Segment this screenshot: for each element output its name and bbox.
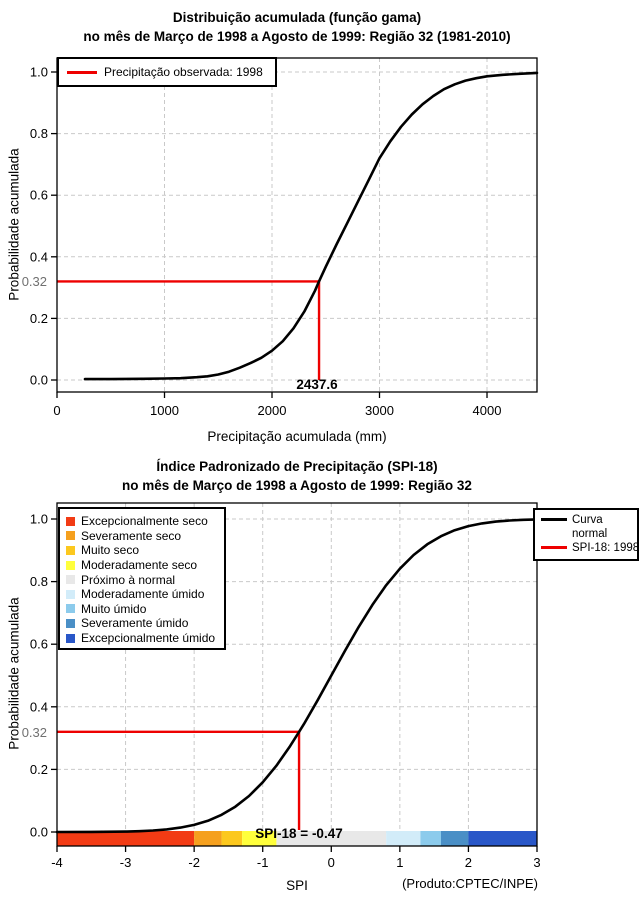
x-tick-label: 3 xyxy=(533,855,540,870)
category-label: Próximo à normal xyxy=(81,572,176,587)
colorbar-segment xyxy=(57,831,195,846)
legend-item: Muito seco xyxy=(66,543,222,558)
y-tick-label: 0.6 xyxy=(30,637,48,652)
category-swatch xyxy=(66,531,75,541)
category-swatch xyxy=(66,604,75,614)
chart1-y-axis-label: Probabilidade acumulada xyxy=(6,148,22,301)
spi-category-legend: Excepcionalmente seco Severamente seco Mui… xyxy=(58,507,226,650)
x-tick-label: 1000 xyxy=(150,403,179,418)
category-swatch xyxy=(66,589,75,599)
legend-item: Excepcionalmente úmido xyxy=(66,631,222,646)
chart2-probability-marker-label: 0.32 xyxy=(21,725,47,740)
category-label: Severamente seco xyxy=(81,528,182,543)
y-tick-label: 0.0 xyxy=(30,373,48,388)
chart1-title-line1: Distribuição acumulada (função gama) xyxy=(172,10,422,25)
y-tick-label: 0.4 xyxy=(30,699,48,714)
chart1-x-axis-label: Precipitação acumulada (mm) xyxy=(207,429,387,444)
chart1-legend: Precipitação observada: 1998 xyxy=(57,57,277,87)
plot-box xyxy=(56,57,538,393)
x-tick-label: 3000 xyxy=(365,403,394,418)
chart2-x-axis-label: SPI xyxy=(286,878,308,893)
chart2-y-axis-label: Probabilidade acumulada xyxy=(6,597,22,750)
chart1-legend-label: Precipitação observada: 1998 xyxy=(104,65,263,79)
chart2-title-line2: no mês de Março de 1998 a Agosto de 1999… xyxy=(122,478,472,493)
colorbar-segment xyxy=(194,831,222,846)
observed-precip-line-sample xyxy=(67,70,97,74)
category-label: Excepcionalmente seco xyxy=(81,514,208,529)
category-label: Muito seco xyxy=(81,543,140,558)
y-tick-label: 0.4 xyxy=(30,249,48,264)
x-tick-label: -2 xyxy=(188,855,200,870)
x-tick-label: 2 xyxy=(465,855,472,870)
y-tick-label: 0.0 xyxy=(30,825,48,840)
product-credit: (Produto:CPTEC/INPE) xyxy=(402,876,538,891)
colorbar-segment xyxy=(221,831,243,846)
y-tick-label: 1.0 xyxy=(30,512,48,527)
y-tick-label: 0.2 xyxy=(30,762,48,777)
legend-normal-curve-row: Curva normal xyxy=(541,514,635,542)
category-swatch xyxy=(66,618,75,628)
x-tick-label: -3 xyxy=(120,855,132,870)
x-tick-label: 2000 xyxy=(258,403,287,418)
category-label: Excepcionalmente úmido xyxy=(81,631,216,646)
y-tick-label: 0.2 xyxy=(30,311,48,326)
category-label: Moderadamente úmido xyxy=(81,587,205,602)
legend-item: Moderadamente seco xyxy=(66,558,222,573)
legend-normal-curve-label: Curva normal xyxy=(572,514,608,540)
legend-item: Excepcionalmente seco xyxy=(66,514,222,529)
colorbar-segment xyxy=(441,831,469,846)
chart1-plot: 0 1000 2000 3000 4000 0.0 0.2 0.4 0.6 0.8 1.0 xyxy=(30,57,539,418)
x-tick-label: -4 xyxy=(51,855,63,870)
category-swatch xyxy=(66,560,75,570)
legend-item: Próximo à normal xyxy=(66,572,222,587)
category-label: Muito úmido xyxy=(81,601,147,616)
x-tick-label: -1 xyxy=(257,855,269,870)
legend-item: Moderadamente úmido xyxy=(66,587,222,602)
category-swatch xyxy=(66,545,75,555)
plot-box xyxy=(56,502,538,847)
y-tick-label: 0.6 xyxy=(30,188,48,203)
chart2-legend: Curva normal SPI-18: 1998 xyxy=(533,508,639,561)
colorbar-segment xyxy=(242,831,277,846)
chart2-plot: -4 -3 -2 -1 0 1 2 3 0.0 0.2 0.4 0.6 0.8 1.0 xyxy=(30,502,541,870)
chart1-title-line2: no mês de Março de 1998 a Agosto de 1999… xyxy=(83,29,511,44)
chart1-probability-marker-label: 0.32 xyxy=(21,274,47,289)
normal-cdf-curve xyxy=(55,518,539,834)
y-tick-label: 1.0 xyxy=(30,65,48,80)
legend-item: Severamente úmido xyxy=(66,616,222,631)
category-swatch xyxy=(66,575,75,585)
gamma-cdf-curve xyxy=(83,71,539,381)
chart1-precipitation-marker-label: 2437.6 xyxy=(296,377,338,392)
normal-curve-line-sample xyxy=(541,518,567,521)
spi-category-list: Excepcionalmente seco Severamente seco Mui… xyxy=(66,514,222,645)
category-swatch xyxy=(66,633,75,643)
category-swatch xyxy=(66,516,75,526)
spi-line-sample xyxy=(541,545,567,549)
x-tick-label: 0 xyxy=(53,403,60,418)
colorbar-segment xyxy=(468,831,537,846)
x-tick-label: 0 xyxy=(328,855,335,870)
x-tick-label: 1 xyxy=(396,855,403,870)
y-tick-label: 0.8 xyxy=(30,574,48,589)
legend-spi-row: SPI-18: 1998 xyxy=(541,542,639,556)
legend-spi-label: SPI-18: 1998 xyxy=(572,541,640,554)
colorbar-segment xyxy=(420,831,441,846)
chart2-title-line1: Índice Padronizado de Precipitação (SPI-… xyxy=(156,459,438,474)
colorbar-segment xyxy=(386,831,421,846)
colorbar-segment xyxy=(276,831,387,846)
category-label: Severamente úmido xyxy=(81,616,189,631)
y-tick-label: 0.8 xyxy=(30,126,48,141)
spi-marker-label: SPI-18 = -0.47 xyxy=(255,826,343,841)
legend-item: Muito úmido xyxy=(66,602,222,617)
legend-item: Severamente seco xyxy=(66,529,222,544)
x-tick-label: 4000 xyxy=(473,403,502,418)
category-label: Moderadamente seco xyxy=(81,558,198,573)
